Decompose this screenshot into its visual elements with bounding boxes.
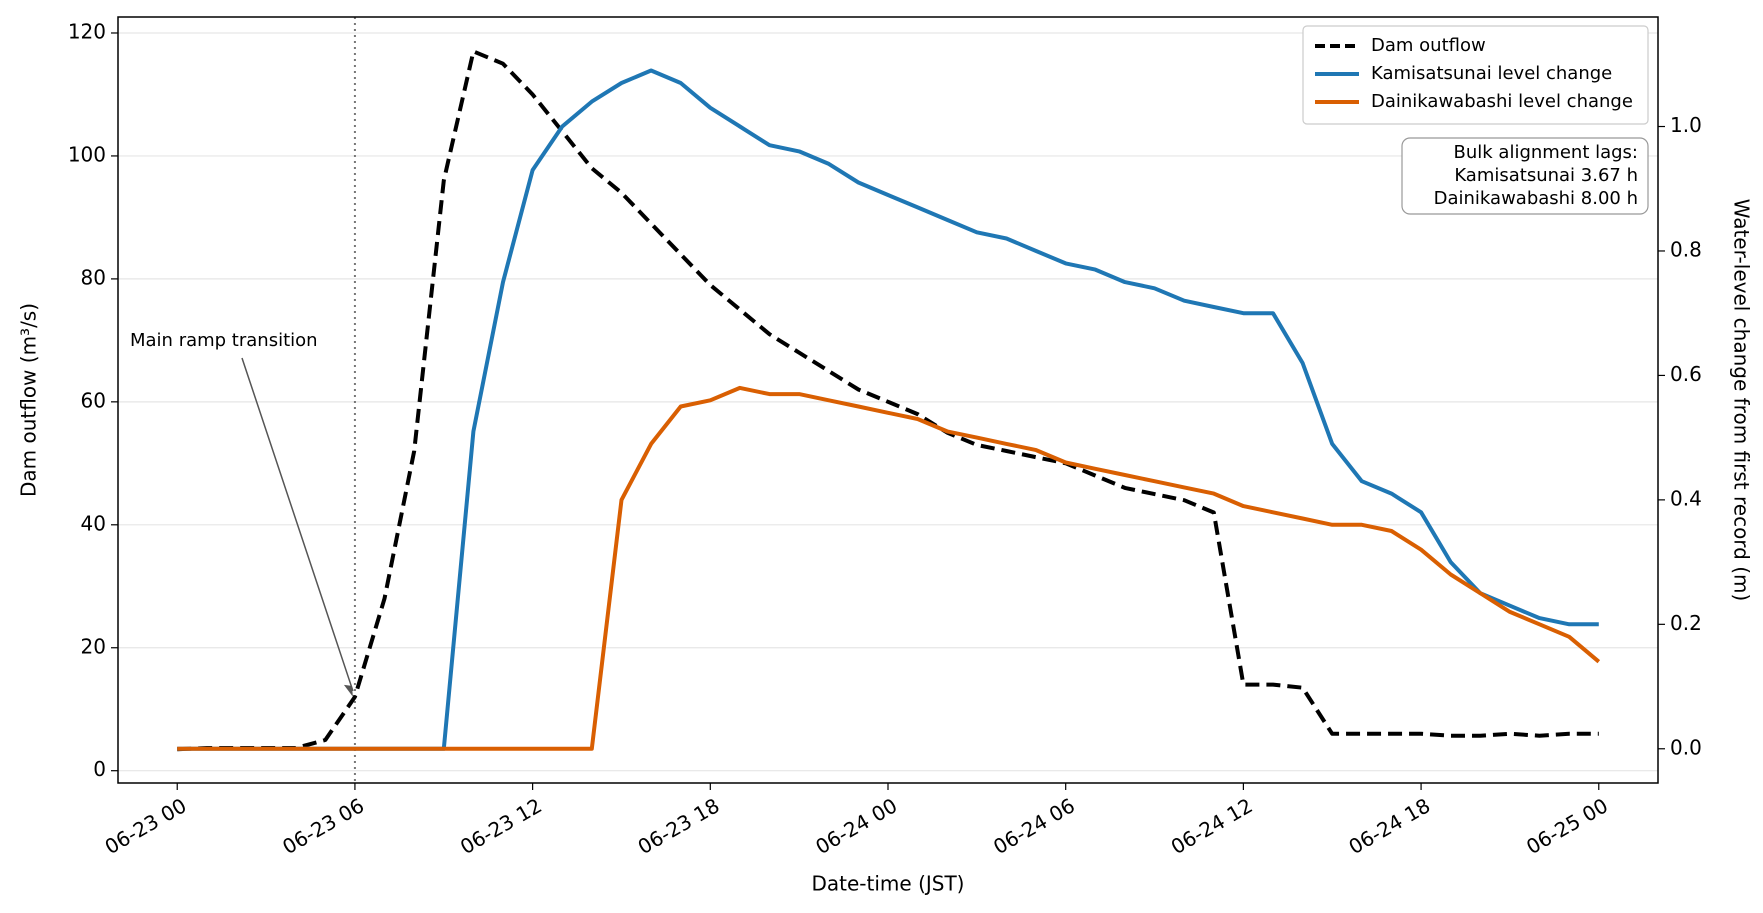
legend-label: Dainikawabashi level change (1371, 91, 1633, 112)
x-tick-label: 06-25 00 (1522, 793, 1612, 859)
y2-axis-label: Water-level change from first record (m) (1730, 199, 1754, 602)
y2-tick-label: 0.2 (1670, 611, 1702, 635)
y2-tick-label: 0.4 (1670, 486, 1702, 510)
x-tick-label: 06-23 06 (278, 793, 368, 859)
x-tick-label: 06-24 06 (989, 793, 1079, 859)
x-tick-label: 06-23 12 (456, 793, 546, 859)
x-tick-label: 06-24 18 (1344, 793, 1434, 859)
y-tick-label: 80 (81, 265, 106, 289)
x-tick-label: 06-23 00 (101, 793, 191, 859)
annotation-arrow (241, 357, 354, 692)
data-line (177, 49, 1599, 752)
y2-tick-label: 1.0 (1670, 113, 1702, 137)
plot-frame (117, 16, 1659, 784)
y-axis-label: Dam outflow (m³/s) (17, 303, 41, 497)
y2-tick-label: 0.6 (1670, 362, 1702, 386)
y-tick-label: 40 (81, 511, 106, 535)
text-box-line: Kamisatsunai 3.67 h (1454, 165, 1638, 186)
legend-box (1302, 25, 1649, 125)
y-tick-label: 120 (68, 19, 106, 43)
annotation: Main ramp transition (130, 330, 318, 351)
y-tick-label: 60 (81, 388, 106, 412)
legend-label: Kamisatsunai level change (1371, 63, 1612, 84)
legend-label: Dam outflow (1371, 35, 1486, 56)
x-axis-label: Date-time (JST) (812, 872, 965, 896)
y-tick-label: 100 (68, 142, 106, 166)
text-box-line: Dainikawabashi 8.00 h (1434, 188, 1638, 209)
x-tick-label: 06-24 12 (1167, 793, 1257, 859)
data-line (177, 385, 1601, 751)
x-tick-label: 06-23 18 (634, 793, 724, 859)
text-box (1401, 137, 1649, 215)
y-tick-label: 20 (81, 634, 106, 658)
y2-tick-label: 0.8 (1670, 237, 1702, 261)
y-tick-label: 0 (93, 757, 106, 781)
arrow-head (343, 684, 353, 697)
text-box-line: Bulk alignment lags: (1454, 142, 1638, 163)
data-line (177, 68, 1599, 751)
y2-tick-label: 0.0 (1670, 735, 1702, 759)
x-tick-label: 06-24 00 (811, 793, 901, 859)
